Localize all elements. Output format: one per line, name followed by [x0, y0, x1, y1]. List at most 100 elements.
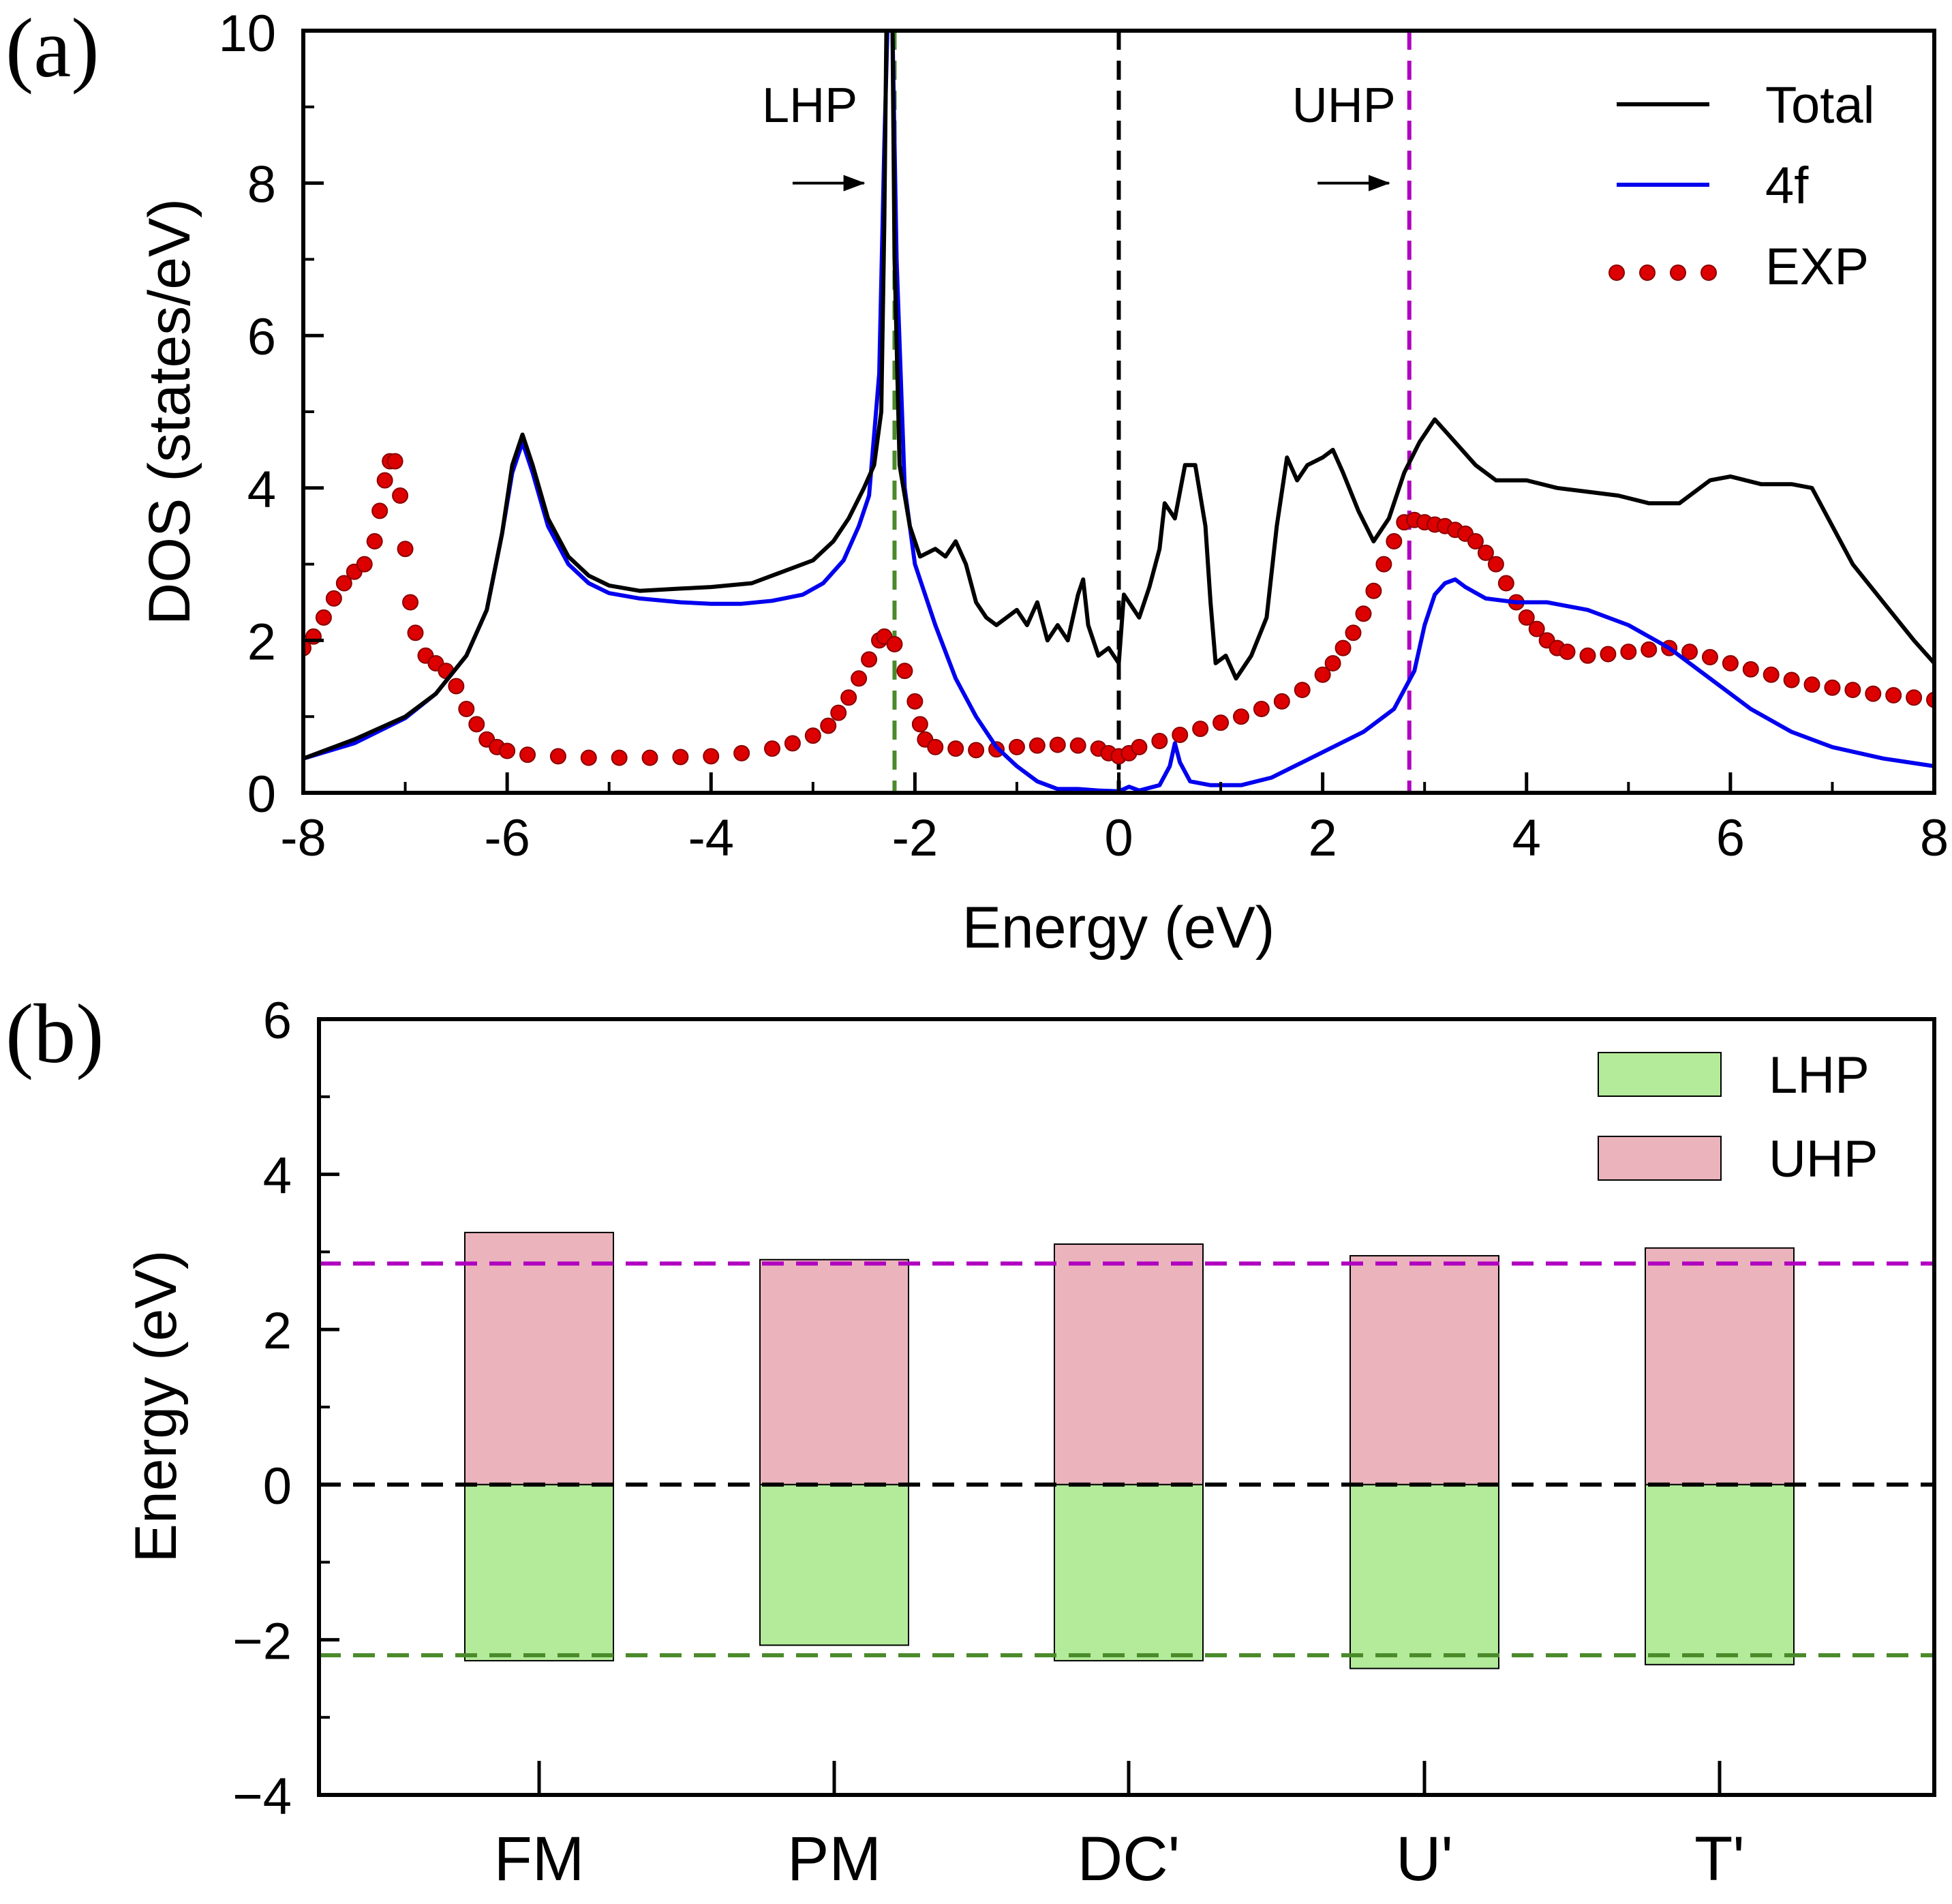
- panel-a-legend: Total 4f EXP: [1608, 76, 1875, 296]
- panel-b-bars: [464, 1231, 1795, 1669]
- exp-point: [896, 663, 913, 680]
- y-tick-label: −2: [232, 1612, 292, 1670]
- exp-point: [1028, 737, 1046, 754]
- x-category-label: DC': [1078, 1824, 1180, 1894]
- exp-point: [804, 727, 821, 744]
- exp-point: [580, 749, 597, 766]
- exp-point: [1742, 661, 1759, 678]
- exp-point: [1763, 666, 1780, 683]
- panel-a-ticks: -8 -6 -4 -2 0 2 4 6 8 0 2 4 6 8 10: [218, 5, 1949, 867]
- exp-point: [1253, 701, 1270, 718]
- exp-point: [407, 624, 424, 641]
- annotation-lhp: LHP: [762, 78, 857, 133]
- exp-point: [672, 749, 689, 766]
- exp-point: [376, 472, 393, 489]
- exp-point: [1294, 682, 1311, 699]
- y-tick-label: 0: [263, 1457, 292, 1515]
- y-tick-label: −4: [232, 1768, 292, 1826]
- exp-point: [968, 742, 985, 759]
- exp-point: [1477, 544, 1494, 561]
- exp-point: [366, 533, 383, 550]
- bar-lhp: [759, 1483, 909, 1646]
- y-tick-label: 4: [247, 461, 276, 519]
- panel-b-label: (b): [5, 987, 104, 1081]
- y-tick-label: 6: [263, 992, 292, 1050]
- exp-point: [371, 502, 388, 519]
- y-tick-label: 2: [263, 1302, 292, 1360]
- x-tick-label: 4: [1512, 809, 1541, 867]
- exp-point: [733, 744, 750, 761]
- exp-point: [1497, 575, 1514, 592]
- series-total-line: [303, 31, 1934, 761]
- bar-uhp: [464, 1231, 614, 1485]
- y-tick-label: 6: [247, 308, 276, 366]
- exp-point: [1069, 737, 1086, 754]
- legend-exp-marker: [1701, 265, 1717, 281]
- annotation-uhp: UHP: [1292, 78, 1396, 133]
- exp-point: [1885, 686, 1902, 704]
- x-category-label: PM: [787, 1824, 881, 1894]
- exp-point: [1008, 738, 1025, 755]
- bar-uhp: [1054, 1243, 1204, 1485]
- bar-lhp: [1645, 1483, 1795, 1665]
- legend-exp-marker: [1608, 265, 1625, 281]
- y-tick-label: 10: [218, 5, 276, 63]
- exp-point: [784, 735, 801, 752]
- panel-b-legend: LHP UHP: [1598, 1046, 1878, 1188]
- bar-uhp: [759, 1258, 909, 1485]
- exp-point: [1528, 620, 1545, 637]
- exp-point: [386, 453, 403, 470]
- y-tick-label: 4: [263, 1147, 292, 1205]
- exp-point: [830, 704, 847, 721]
- exp-point: [1314, 666, 1331, 683]
- exp-point: [1487, 556, 1504, 573]
- exp-point: [1232, 708, 1249, 725]
- panel-b-ylabel: Energy (eV): [123, 1250, 189, 1563]
- exp-point: [1355, 605, 1372, 622]
- exp-point: [1467, 533, 1484, 550]
- legend-uhp-label: UHP: [1769, 1130, 1878, 1188]
- exp-point: [1701, 648, 1718, 665]
- exp-point: [1192, 721, 1209, 738]
- exp-point: [1579, 647, 1596, 664]
- exp-point: [611, 749, 628, 766]
- x-tick-label: -6: [484, 809, 530, 867]
- exp-point: [1559, 644, 1576, 661]
- x-tick-label: 0: [1104, 809, 1133, 867]
- x-tick-label: 6: [1716, 809, 1745, 867]
- x-tick-label: 8: [1920, 809, 1949, 867]
- bar-lhp: [1054, 1483, 1204, 1662]
- x-tick-label: -8: [280, 809, 326, 867]
- x-tick-label: 2: [1308, 809, 1337, 867]
- exp-point: [1335, 639, 1352, 656]
- exp-point: [325, 590, 342, 607]
- exp-point: [356, 556, 373, 573]
- panel-a: (a) LHP UHP -8 -6 -4 -2 0 2 4 6 8 0 2 4 6 8 10 Energy (…: [5, 1, 1949, 961]
- panel-a-label: (a): [5, 1, 100, 95]
- exp-point: [1151, 732, 1168, 749]
- legend-4f-label: 4f: [1765, 157, 1809, 215]
- exp-point: [1375, 556, 1392, 573]
- y-tick-label: 0: [247, 766, 276, 823]
- exp-point: [1049, 736, 1066, 753]
- exp-point: [851, 670, 868, 687]
- exp-point: [1865, 685, 1882, 702]
- exp-point: [1213, 714, 1230, 731]
- panel-b: (b) −4 −2 0 2 4 6 FM PM DC' U' T' Energy (eV) LHP U…: [5, 987, 1936, 1894]
- y-tick-label: 2: [247, 613, 276, 671]
- exp-point: [703, 748, 720, 765]
- legend-lhp-swatch: [1598, 1052, 1722, 1097]
- exp-point: [820, 717, 837, 734]
- x-tick-label: -4: [688, 809, 734, 867]
- exp-point: [1345, 624, 1362, 641]
- legend-uhp-swatch: [1598, 1136, 1722, 1181]
- exp-point: [1172, 727, 1189, 744]
- exp-point: [1131, 738, 1148, 755]
- bar-uhp: [1349, 1255, 1499, 1485]
- panel-a-annotations: LHP UHP: [762, 78, 1396, 192]
- legend-exp-marker: [1670, 265, 1686, 281]
- panel-a-xlabel: Energy (eV): [962, 895, 1275, 961]
- x-tick-label: -2: [892, 809, 939, 867]
- exp-point: [549, 748, 566, 765]
